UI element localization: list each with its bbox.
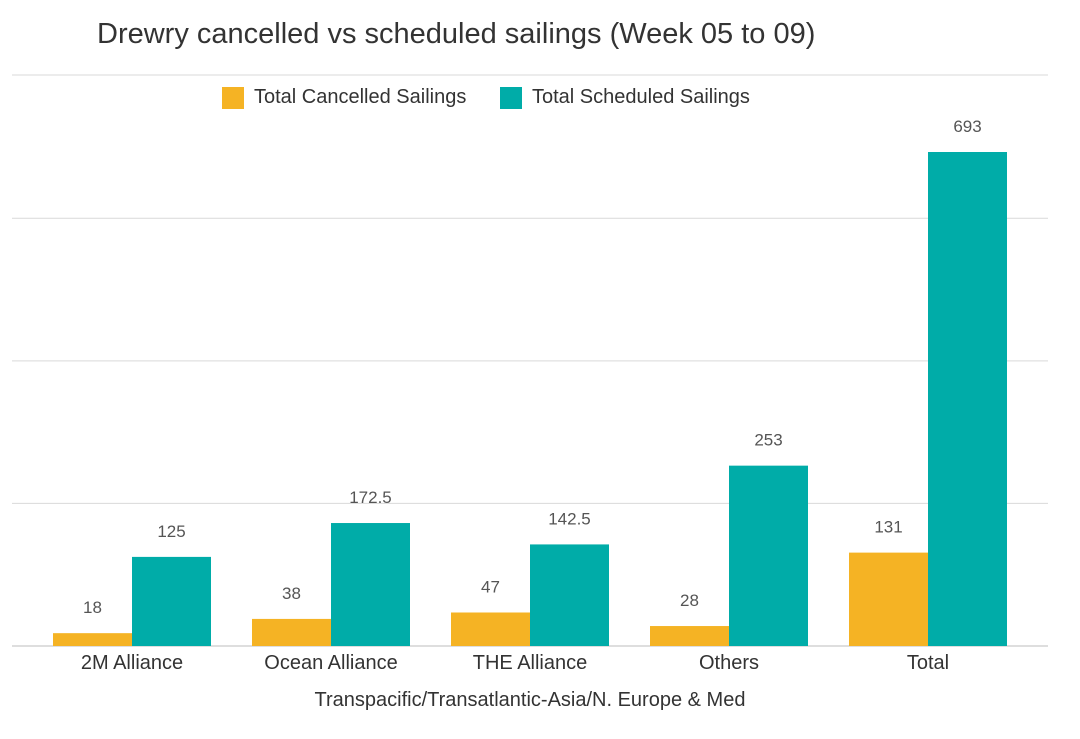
data-label-cancelled-1: 38 bbox=[282, 584, 301, 603]
category-label-0: 2M Alliance bbox=[81, 652, 183, 674]
category-labels: 2M Alliance Ocean Alliance THE Alliance Oth… bbox=[81, 652, 949, 674]
bar-scheduled-0 bbox=[132, 556, 211, 646]
x-axis-title: Transpacific/Transatlantic-Asia/N. Europ… bbox=[315, 689, 746, 711]
legend-label-scheduled: Total Scheduled Sailings bbox=[532, 86, 750, 108]
legend-label-cancelled: Total Cancelled Sailings bbox=[254, 86, 467, 108]
data-label-cancelled-4: 131 bbox=[874, 518, 902, 537]
bar-scheduled-2 bbox=[530, 544, 609, 646]
bar-scheduled-3 bbox=[729, 465, 808, 646]
data-label-scheduled-0: 125 bbox=[157, 522, 185, 541]
bar-cancelled-4 bbox=[849, 552, 928, 646]
category-label-2: THE Alliance bbox=[473, 652, 588, 674]
bars bbox=[53, 152, 1007, 646]
bar-scheduled-4 bbox=[928, 152, 1007, 646]
legend-swatch-scheduled bbox=[500, 86, 522, 109]
data-label-scheduled-3: 253 bbox=[754, 431, 782, 450]
category-label-1: Ocean Alliance bbox=[264, 652, 397, 674]
data-label-cancelled-0: 18 bbox=[83, 598, 102, 617]
chart-title: Drewry cancelled vs scheduled sailings (… bbox=[97, 18, 816, 50]
legend: Total Cancelled Sailings Total Scheduled… bbox=[0, 86, 1080, 116]
bar-scheduled-1 bbox=[331, 523, 410, 646]
bar-cancelled-0 bbox=[53, 633, 132, 646]
category-label-3: Others bbox=[699, 652, 759, 674]
legend-swatch-cancelled bbox=[222, 86, 244, 109]
value-labels: 18 125 38 172.5 47 142.5 28 253 131 693 bbox=[83, 117, 982, 617]
category-label-4: Total bbox=[907, 652, 949, 674]
bar-cancelled-3 bbox=[650, 626, 729, 646]
bar-cancelled-1 bbox=[252, 618, 331, 646]
data-label-cancelled-2: 47 bbox=[481, 577, 500, 596]
legend-item-scheduled: Total Scheduled Sailings bbox=[500, 86, 750, 109]
data-label-scheduled-2: 142.5 bbox=[548, 509, 591, 528]
data-label-scheduled-1: 172.5 bbox=[349, 488, 392, 507]
legend-item-cancelled: Total Cancelled Sailings bbox=[222, 86, 466, 109]
data-label-cancelled-3: 28 bbox=[680, 591, 699, 610]
data-label-scheduled-4: 693 bbox=[953, 117, 981, 136]
bar-cancelled-2 bbox=[451, 612, 530, 646]
